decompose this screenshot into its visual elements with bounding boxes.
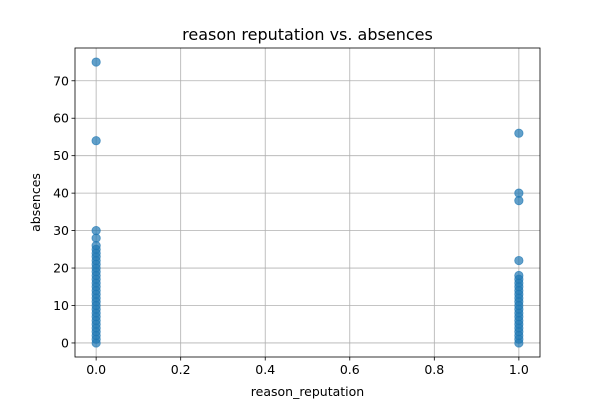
plot-frame — [74, 47, 541, 358]
data-point — [514, 270, 524, 281]
y-tick-label: 20 — [53, 261, 69, 276]
y-tick-label: 10 — [53, 298, 69, 313]
y-tick-label: 60 — [53, 111, 69, 126]
data-points — [91, 57, 524, 348]
x-tick-label: 0.0 — [86, 362, 106, 377]
data-point — [514, 188, 524, 198]
data-point — [514, 128, 524, 138]
x-tick-label: 0.2 — [171, 362, 191, 377]
y-axis-label: absences — [28, 173, 43, 232]
data-point — [91, 57, 101, 67]
y-tick-label: 40 — [53, 186, 69, 201]
y-tick-label: 50 — [53, 148, 69, 163]
y-tick-label: 70 — [53, 73, 69, 88]
x-tick-label: 0.8 — [424, 362, 444, 377]
x-axis-label: reason_reputation — [251, 384, 364, 399]
x-tick-label: 1.0 — [509, 362, 529, 377]
x-axis-ticks: 0.0 0.2 0.4 0.6 0.8 1.0 — [86, 357, 529, 377]
y-axis-ticks: 0 10 20 30 40 50 60 70 — [53, 73, 75, 350]
x-tick-label: 0.4 — [255, 362, 275, 377]
x-tick-label: 0.6 — [340, 362, 360, 377]
data-point — [514, 255, 524, 266]
y-tick-label: 30 — [53, 223, 69, 238]
data-point — [91, 136, 101, 146]
chart-title: reason reputation vs. absences — [182, 25, 433, 44]
y-tick-label: 0 — [61, 335, 69, 350]
grid — [75, 48, 540, 357]
data-point — [91, 225, 101, 236]
